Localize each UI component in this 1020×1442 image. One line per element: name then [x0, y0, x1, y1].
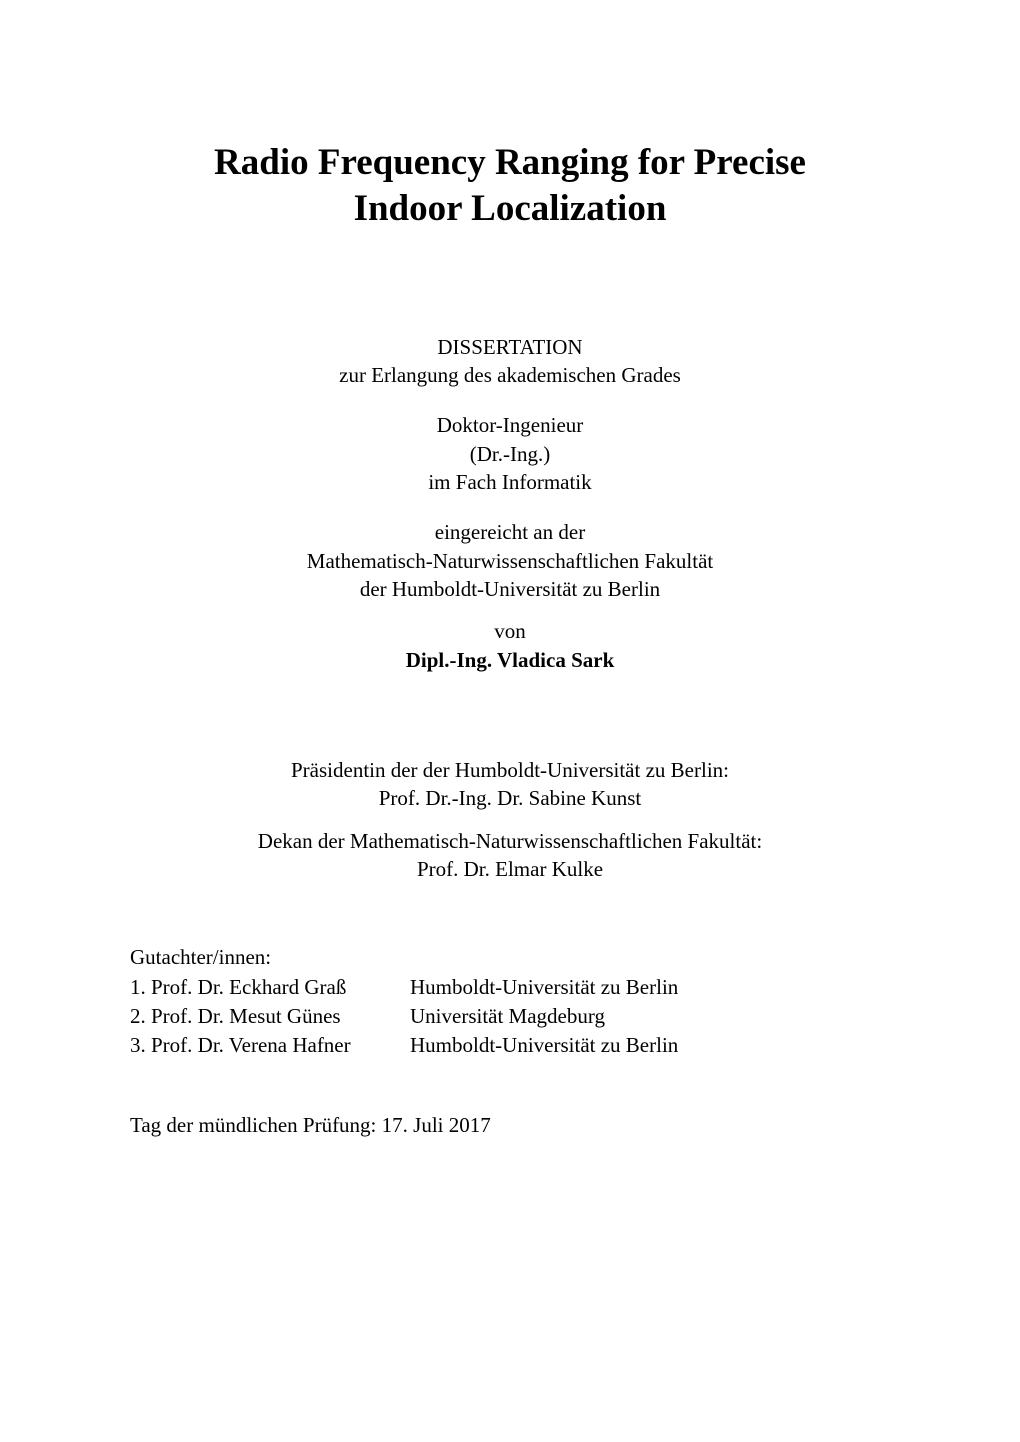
- degree-block: Doktor-Ingenieur (Dr.-Ing.) im Fach Info…: [130, 411, 890, 496]
- dean-label: Dekan der Mathematisch-Naturwissenschaft…: [130, 827, 890, 855]
- reviewer-name-text: Prof. Dr. Mesut Günes: [151, 1004, 341, 1028]
- reviewer-name: 2. Prof. Dr. Mesut Günes: [130, 1002, 410, 1031]
- submitted-block: eingereicht an der Mathematisch-Naturwis…: [130, 518, 890, 603]
- submitted-line-3: der Humboldt-Universität zu Berlin: [130, 575, 890, 603]
- defense-date: Tag der mündlichen Prüfung: 17. Juli 201…: [130, 1113, 890, 1138]
- reviewer-name-text: Prof. Dr. Verena Hafner: [151, 1033, 351, 1057]
- reviewer-idx: 2.: [130, 1004, 146, 1028]
- reviewer-row: 1. Prof. Dr. Eckhard Graß Humboldt-Unive…: [130, 973, 890, 1002]
- reviewer-name: 1. Prof. Dr. Eckhard Graß: [130, 973, 410, 1002]
- reviewer-idx: 1.: [130, 975, 146, 999]
- dean-block: Dekan der Mathematisch-Naturwissenschaft…: [130, 827, 890, 884]
- doc-purpose: zur Erlangung des akademischen Grades: [130, 361, 890, 389]
- doc-type: DISSERTATION: [130, 333, 890, 361]
- author-von: von: [130, 617, 890, 645]
- reviewer-affiliation: Humboldt-Universität zu Berlin: [410, 1031, 890, 1060]
- submitted-line-2: Mathematisch-Naturwissenschaftlichen Fak…: [130, 547, 890, 575]
- author-name: Dipl.-Ing. Vladica Sark: [130, 646, 890, 674]
- reviewers-label: Gutachter/innen:: [130, 943, 890, 972]
- reviewer-affiliation: Universität Magdeburg: [410, 1002, 890, 1031]
- degree-line-3: im Fach Informatik: [130, 468, 890, 496]
- president-block: Präsidentin der der Humboldt-Universität…: [130, 756, 890, 813]
- reviewer-idx: 3.: [130, 1033, 146, 1057]
- reviewers-block: Gutachter/innen: 1. Prof. Dr. Eckhard Gr…: [130, 943, 890, 1061]
- reviewer-row: 3. Prof. Dr. Verena Hafner Humboldt-Univ…: [130, 1031, 890, 1060]
- reviewer-name: 3. Prof. Dr. Verena Hafner: [130, 1031, 410, 1060]
- dean-name: Prof. Dr. Elmar Kulke: [130, 855, 890, 883]
- president-name: Prof. Dr.-Ing. Dr. Sabine Kunst: [130, 784, 890, 812]
- title-page: Radio Frequency Ranging for Precise Indo…: [0, 0, 1020, 1238]
- submitted-line-1: eingereicht an der: [130, 518, 890, 546]
- degree-line-1: Doktor-Ingenieur: [130, 411, 890, 439]
- doc-type-block: DISSERTATION zur Erlangung des akademisc…: [130, 333, 890, 390]
- author-block: von Dipl.-Ing. Vladica Sark: [130, 617, 890, 674]
- title-line-2: Indoor Localization: [130, 186, 890, 232]
- degree-line-2: (Dr.-Ing.): [130, 440, 890, 468]
- president-label: Präsidentin der der Humboldt-Universität…: [130, 756, 890, 784]
- reviewer-affiliation: Humboldt-Universität zu Berlin: [410, 973, 890, 1002]
- reviewer-row: 2. Prof. Dr. Mesut Günes Universität Mag…: [130, 1002, 890, 1031]
- dissertation-title: Radio Frequency Ranging for Precise Indo…: [130, 140, 890, 233]
- title-line-1: Radio Frequency Ranging for Precise: [130, 140, 890, 186]
- reviewer-name-text: Prof. Dr. Eckhard Graß: [151, 975, 346, 999]
